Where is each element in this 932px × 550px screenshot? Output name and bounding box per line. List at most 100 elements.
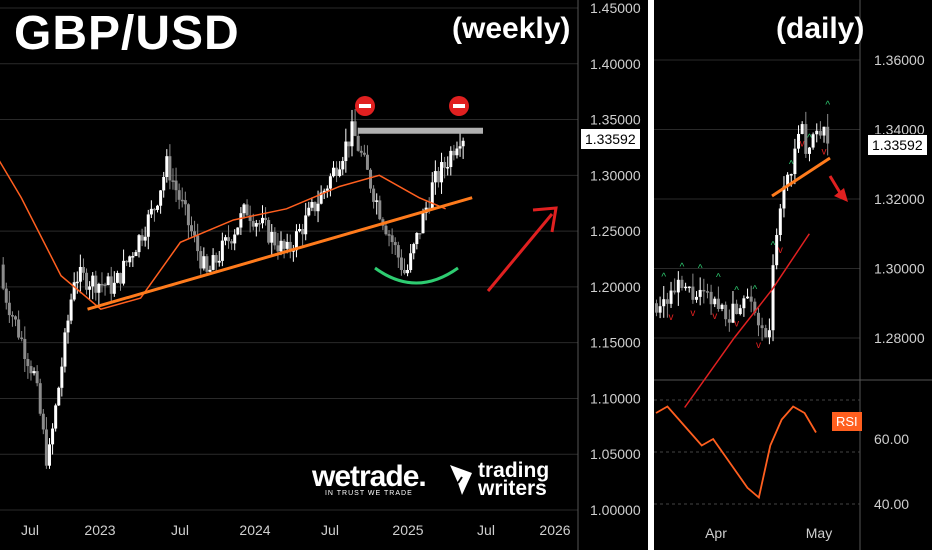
candle-body: [452, 150, 456, 156]
pen-icon: [450, 465, 472, 495]
candle-body: [75, 281, 79, 284]
candle-body: [362, 152, 366, 155]
trading-writers-line1: trading: [478, 459, 550, 482]
fractal-down-marker: v: [712, 311, 717, 322]
fractal-down-marker: v: [669, 312, 674, 323]
candle-body: [461, 140, 465, 147]
candle-body: [162, 176, 166, 191]
y-tick-label: 1.10000: [590, 390, 641, 406]
candle-body: [709, 291, 713, 305]
candle-body: [279, 240, 283, 252]
daily-chart: 1.36000 1.34000 1.32000 1.30000 1.28000 Apr Ma…: [654, 0, 932, 550]
moving-average-line: [684, 233, 810, 408]
candle-body: [338, 169, 342, 176]
candle-body: [273, 231, 277, 246]
x-tick-label: Jul: [171, 522, 189, 538]
candle-body: [687, 286, 691, 289]
candle-body: [720, 304, 724, 309]
candle-body: [217, 260, 221, 263]
candle-body: [177, 190, 181, 200]
rsi-y-tick-label: 40.00: [874, 496, 909, 512]
candle-body: [786, 174, 790, 187]
candle-body: [236, 227, 240, 235]
rsi-label: RSI: [832, 412, 862, 431]
candle-body: [57, 387, 61, 406]
candle-body: [149, 208, 153, 215]
candle-body: [143, 236, 147, 241]
support-trendline: [771, 156, 831, 198]
candle-body: [1, 264, 5, 289]
candle-body: [402, 269, 406, 274]
wetrade-logo: wetrade. IN TRUST WE TRADE: [312, 460, 427, 497]
fractal-up-marker: ^: [825, 100, 830, 111]
candle-body: [800, 124, 804, 134]
candle-body: [365, 154, 369, 170]
candle-body: [115, 272, 119, 283]
current-price-tag-weekly: 1.33592: [580, 128, 641, 150]
chart-title: GBP/USD: [14, 7, 240, 60]
candle-body: [421, 212, 425, 234]
candle-body: [122, 260, 126, 284]
candle-body: [205, 256, 209, 272]
candle-body: [239, 213, 243, 228]
candle-body: [189, 225, 193, 232]
y-tick-label: 1.28000: [874, 330, 925, 346]
fractal-up-marker: ^: [771, 240, 776, 251]
candle-body: [183, 200, 187, 205]
fractal-up-marker: ^: [661, 272, 666, 283]
down-arrow-head: [834, 188, 848, 202]
candle-body: [220, 240, 224, 261]
y-tick-label: 1.05000: [590, 446, 641, 462]
candle-body: [412, 244, 416, 254]
candle-body: [51, 428, 55, 445]
candle-body: [257, 223, 261, 225]
candle-body: [767, 330, 771, 338]
candle-body: [705, 291, 709, 293]
candle-body: [4, 288, 8, 303]
candle-body: [684, 286, 688, 289]
candle-body: [654, 303, 658, 313]
candle-body: [140, 235, 144, 241]
candle-body: [32, 371, 36, 374]
fractal-down-marker: v: [734, 319, 739, 330]
candle-body: [91, 275, 95, 287]
candle-body: [775, 235, 779, 266]
candle-body: [680, 279, 684, 289]
candle-body: [54, 405, 58, 429]
candle-body: [233, 234, 237, 244]
candle-body: [251, 220, 255, 227]
y-tick-label: 1.35000: [590, 112, 641, 128]
candle-body: [60, 366, 64, 388]
candle-body: [818, 130, 822, 136]
candle-body: [301, 229, 305, 235]
y-tick-label: 1.45000: [590, 0, 641, 16]
y-tick-label: 1.15000: [590, 335, 641, 351]
candle-body: [350, 121, 354, 147]
candle-body: [29, 366, 33, 374]
candle-body: [393, 242, 397, 246]
weekly-label: (weekly): [452, 12, 571, 45]
fractal-down-marker: v: [690, 308, 695, 319]
weekly-chart: 1.45000 1.40000 1.35000 1.30000 1.25000 1.200…: [0, 0, 641, 550]
candle-body: [662, 299, 666, 307]
wetrade-tagline: IN TRUST WE TRADE: [324, 490, 413, 497]
candle-body: [41, 413, 45, 430]
candle-body: [716, 298, 720, 309]
candle-body: [245, 204, 249, 216]
candle-body: [267, 220, 271, 243]
rounded-bottom-arc: [374, 266, 459, 285]
candle-body: [248, 215, 252, 221]
fractal-down-marker: v: [800, 138, 805, 149]
candle-body: [270, 231, 274, 243]
candle-body: [691, 286, 695, 300]
candle-body: [20, 337, 24, 340]
candle-body: [673, 290, 677, 293]
candle-body: [10, 315, 14, 317]
y-tick-label: 1.25000: [590, 223, 641, 239]
stop-marker-bar: [359, 104, 371, 108]
candle-body: [347, 141, 351, 147]
fractal-up-marker: ^: [752, 284, 757, 295]
fractal-down-marker: v: [778, 245, 783, 256]
candle-body: [260, 217, 264, 224]
candle-body: [81, 266, 85, 273]
